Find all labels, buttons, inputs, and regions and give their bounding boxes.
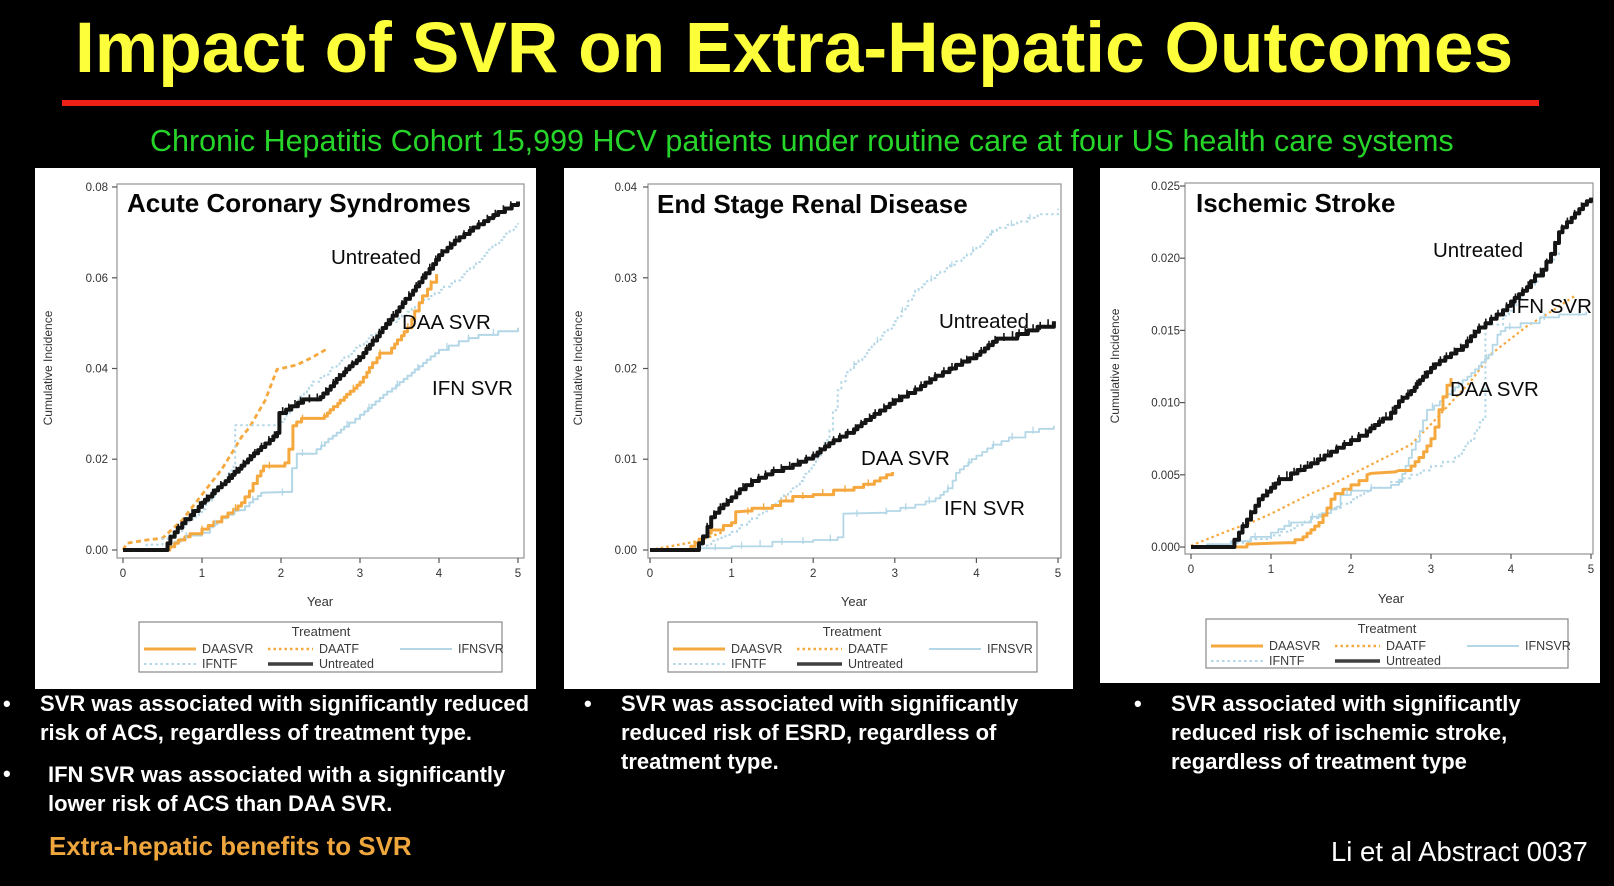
svg-text:3: 3 [1428, 564, 1434, 576]
svg-text:0.020: 0.020 [1151, 253, 1180, 265]
svg-text:0.010: 0.010 [1151, 398, 1180, 410]
svg-text:0: 0 [647, 568, 653, 580]
svg-text:IFN SVR: IFN SVR [1511, 295, 1592, 318]
svg-text:0.03: 0.03 [615, 273, 637, 285]
svg-text:DAASVR: DAASVR [731, 642, 782, 656]
svg-text:0.015: 0.015 [1151, 325, 1180, 337]
svg-text:Ischemic Stroke: Ischemic Stroke [1196, 188, 1395, 218]
svg-text:0.005: 0.005 [1151, 470, 1180, 482]
svg-text:0.02: 0.02 [86, 454, 108, 466]
svg-text:IFNSVR: IFNSVR [987, 642, 1033, 656]
svg-text:0.00: 0.00 [615, 545, 637, 557]
svg-text:0: 0 [1188, 564, 1194, 576]
svg-text:IFNSVR: IFNSVR [458, 642, 504, 656]
svg-text:End Stage Renal Disease: End Stage Renal Disease [657, 189, 968, 219]
svg-text:4: 4 [973, 568, 980, 580]
svg-text:IFNTF: IFNTF [731, 657, 767, 671]
svg-text:0.01: 0.01 [615, 454, 637, 466]
svg-text:0.04: 0.04 [86, 364, 109, 376]
svg-text:3: 3 [357, 568, 363, 580]
svg-text:Untreated: Untreated [848, 657, 903, 671]
svg-text:DAASVR: DAASVR [202, 642, 253, 656]
svg-text:DAA SVR: DAA SVR [861, 447, 950, 470]
svg-text:0.02: 0.02 [615, 364, 637, 376]
svg-text:Acute Coronary Syndromes: Acute Coronary Syndromes [127, 188, 471, 218]
svg-text:Cumulative Incidence: Cumulative Incidence [571, 310, 585, 425]
svg-text:0.08: 0.08 [86, 182, 108, 194]
svg-text:0.00: 0.00 [86, 545, 108, 557]
svg-text:1: 1 [1268, 564, 1274, 576]
svg-text:Treatment: Treatment [1358, 621, 1417, 636]
svg-text:IFNTF: IFNTF [1269, 654, 1305, 668]
svg-text:4: 4 [1508, 564, 1515, 576]
svg-text:Treatment: Treatment [823, 624, 882, 639]
svg-text:IFN SVR: IFN SVR [432, 377, 513, 400]
svg-text:DAASVR: DAASVR [1269, 639, 1320, 653]
svg-text:3: 3 [892, 568, 898, 580]
svg-text:0.000: 0.000 [1151, 542, 1180, 554]
svg-text:Cumulative Incidence: Cumulative Incidence [1108, 308, 1122, 423]
svg-text:2: 2 [810, 568, 816, 580]
svg-text:5: 5 [1588, 564, 1594, 576]
svg-text:Year: Year [1378, 591, 1405, 606]
svg-text:Year: Year [307, 594, 334, 609]
svg-text:Untreated: Untreated [1433, 239, 1523, 262]
svg-text:IFNSVR: IFNSVR [1525, 639, 1571, 653]
svg-text:2: 2 [1348, 564, 1354, 576]
svg-text:1: 1 [728, 568, 734, 580]
svg-text:Untreated: Untreated [319, 657, 374, 671]
svg-text:DAATF: DAATF [319, 642, 359, 656]
svg-text:5: 5 [515, 568, 521, 580]
svg-text:DAATF: DAATF [848, 642, 888, 656]
svg-text:IFN SVR: IFN SVR [944, 497, 1025, 520]
svg-text:Treatment: Treatment [292, 624, 351, 639]
svg-text:IFNTF: IFNTF [202, 657, 238, 671]
svg-text:0.025: 0.025 [1151, 181, 1180, 193]
svg-text:1: 1 [199, 568, 205, 580]
svg-text:Untreated: Untreated [331, 246, 421, 269]
svg-text:0.04: 0.04 [615, 182, 638, 194]
svg-text:Untreated: Untreated [939, 310, 1029, 333]
svg-text:5: 5 [1055, 568, 1061, 580]
svg-text:Untreated: Untreated [1386, 654, 1441, 668]
svg-text:DAATF: DAATF [1386, 639, 1426, 653]
svg-text:Cumulative Incidence: Cumulative Incidence [41, 310, 55, 425]
svg-text:DAA SVR: DAA SVR [1450, 378, 1539, 401]
svg-text:Year: Year [841, 594, 868, 609]
svg-text:2: 2 [278, 568, 284, 580]
svg-text:0: 0 [120, 568, 126, 580]
svg-text:4: 4 [436, 568, 443, 580]
svg-text:0.06: 0.06 [86, 273, 108, 285]
svg-text:DAA SVR: DAA SVR [402, 311, 491, 334]
